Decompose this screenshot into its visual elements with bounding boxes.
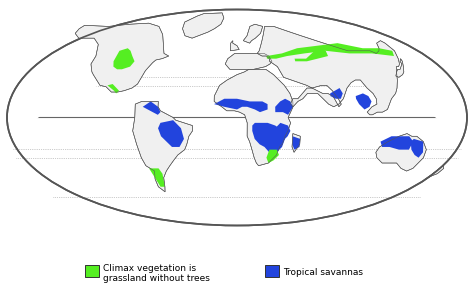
Polygon shape bbox=[243, 24, 263, 43]
Polygon shape bbox=[270, 123, 291, 147]
Polygon shape bbox=[266, 150, 279, 163]
Polygon shape bbox=[230, 41, 239, 51]
Polygon shape bbox=[158, 120, 184, 147]
Polygon shape bbox=[252, 123, 285, 152]
Polygon shape bbox=[266, 43, 394, 59]
Text: grassland without trees: grassland without trees bbox=[103, 274, 210, 283]
Polygon shape bbox=[411, 139, 423, 158]
Polygon shape bbox=[426, 166, 444, 179]
Polygon shape bbox=[292, 136, 300, 150]
Polygon shape bbox=[214, 69, 293, 166]
Polygon shape bbox=[376, 133, 426, 171]
Polygon shape bbox=[143, 101, 160, 115]
Polygon shape bbox=[381, 136, 413, 150]
Polygon shape bbox=[225, 53, 272, 69]
Polygon shape bbox=[214, 99, 268, 112]
Text: Tropical savannas: Tropical savannas bbox=[283, 268, 363, 277]
Bar bbox=[265, 265, 279, 276]
Polygon shape bbox=[75, 23, 169, 92]
Polygon shape bbox=[113, 48, 135, 69]
Polygon shape bbox=[396, 59, 404, 77]
Polygon shape bbox=[133, 101, 192, 192]
Polygon shape bbox=[330, 88, 343, 99]
Polygon shape bbox=[356, 93, 372, 109]
Polygon shape bbox=[294, 51, 328, 61]
Bar bbox=[85, 265, 99, 276]
Polygon shape bbox=[108, 84, 119, 93]
Text: Climax vegetation is: Climax vegetation is bbox=[103, 264, 196, 273]
Ellipse shape bbox=[7, 9, 467, 226]
Polygon shape bbox=[275, 99, 293, 115]
Polygon shape bbox=[149, 168, 165, 187]
Polygon shape bbox=[257, 26, 400, 115]
Polygon shape bbox=[182, 13, 224, 38]
Polygon shape bbox=[292, 133, 301, 152]
